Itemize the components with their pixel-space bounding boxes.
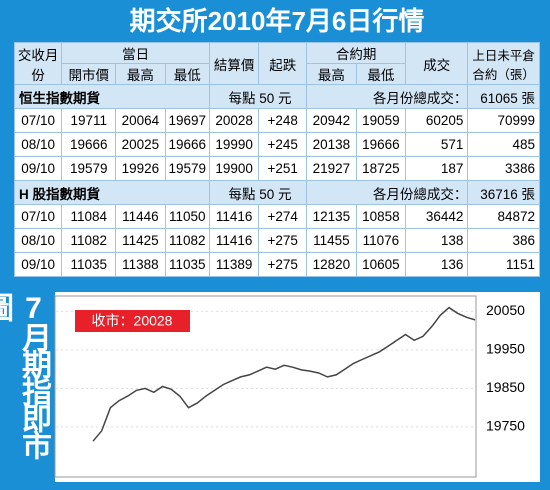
cell: 19666 (61, 132, 117, 157)
cell: 09/10 (13, 252, 63, 277)
cell: 各月份總成交： (306, 84, 469, 109)
title: 期交所2010年7月6日行情 (129, 6, 425, 36)
row: H 股指數期貨 每點 50 元各月份總成交： 36716 張 (14, 180, 540, 205)
cell: 19666 (355, 132, 407, 157)
cell: 11084 (61, 204, 117, 229)
cell: 成交 (405, 42, 469, 85)
cell: 20025 (115, 132, 166, 157)
cell: 07/10 (13, 108, 63, 133)
cell: 起跌 (258, 42, 308, 85)
plot-frame (54, 295, 477, 478)
cell: 07/10 (13, 204, 63, 229)
cell: +275 (258, 228, 308, 253)
cell: 11082 (164, 228, 210, 253)
cell: 60205 (405, 108, 469, 133)
cell: 11416 (208, 204, 260, 229)
cell: 485 (467, 132, 540, 157)
row: 09/10 11035 11388 11035 11389 +275 12820 10605 1… (13, 252, 540, 277)
cell: 36716 張 (467, 180, 540, 205)
cell: 09/10 (13, 156, 63, 181)
y-tick-label: 19750 (486, 418, 525, 434)
cell: 138 (405, 228, 469, 253)
row: 08/10 11082 11425 11082 11416 +275 11455 11076 1… (13, 228, 540, 253)
row: 08/10 19666 20025 19666 19990 +245 20138 19666 5… (13, 132, 540, 157)
cell: 61065 張 (467, 84, 540, 109)
cell: 3386 (467, 156, 540, 181)
cell: 10605 (355, 252, 407, 277)
cell: 20064 (115, 108, 166, 133)
cell: 開市價 (61, 63, 117, 85)
cell: 各月份總成交： (306, 180, 469, 205)
cell: 20028 (208, 108, 260, 133)
cell: +251 (258, 156, 308, 181)
price-line (92, 306, 476, 442)
cell: 21927 (306, 156, 357, 181)
cell: 最高 (115, 63, 166, 85)
row: 07/10 11084 11446 11050 11416 +274 12135 10858 3… (13, 204, 540, 229)
cell: 交收月份 (13, 42, 63, 85)
cell: 187 (405, 156, 469, 181)
cell: 每點 50 元 (208, 84, 308, 109)
side-title: 7月期指即市圖 (0, 292, 50, 457)
row: 恒生指數期貨 每點 50 元各月份總成交： 61065 張 (14, 84, 540, 109)
cell: 11082 (61, 228, 117, 253)
cell: 當日 (61, 42, 210, 64)
cell: 36442 (405, 204, 469, 229)
cell: +275 (258, 252, 308, 277)
cell: 136 (405, 252, 469, 277)
cell: 19926 (115, 156, 166, 181)
cell: 合約期 (306, 42, 407, 64)
cell: 最低 (164, 63, 210, 85)
cell: 12820 (306, 252, 357, 277)
row: 交收月份 當日 結算價 起跌 合約期 成交 上日未平倉合約（張） (13, 42, 540, 85)
cell: 1151 (467, 252, 540, 277)
cell: +245 (258, 132, 308, 157)
cell: 11389 (208, 252, 260, 277)
cell: 84872 (467, 204, 540, 229)
cell: 08/10 (13, 228, 63, 253)
cell: 19579 (61, 156, 117, 181)
cell: 結算價 (208, 42, 260, 85)
row: 09/10 19579 19926 19579 19900 +251 21927 18725 1… (13, 156, 540, 181)
cell: 12135 (306, 204, 357, 229)
cell: 20138 (306, 132, 357, 157)
cell: 19990 (208, 132, 260, 157)
cell: 10858 (355, 204, 407, 229)
cell: 19711 (61, 108, 117, 133)
cell: 19900 (208, 156, 260, 181)
annotation-box (75, 310, 190, 332)
y-tick-label: 19950 (486, 341, 525, 357)
cell: 11388 (115, 252, 166, 277)
cell: 11455 (306, 228, 357, 253)
cell: +274 (258, 204, 308, 229)
table: 交收月份 當日 結算價 起跌 合約期 成交 上日未平倉合約（張） 開市價 最高 最低 最高 最低 恒生指… (13, 42, 540, 277)
cell: 20942 (306, 108, 357, 133)
cell: 每點 50 元 (208, 180, 308, 205)
y-tick-label: 20050 (486, 302, 525, 318)
cell: 386 (467, 228, 540, 253)
cell: 11035 (164, 252, 210, 277)
cell: 11035 (61, 252, 117, 277)
annotation: 收市：20028 (92, 313, 173, 329)
cell: 11446 (115, 204, 166, 229)
cell: 最高 (306, 63, 357, 85)
cell: 恒生指數期貨 (14, 84, 210, 109)
y-tick-label: 19850 (486, 379, 525, 395)
